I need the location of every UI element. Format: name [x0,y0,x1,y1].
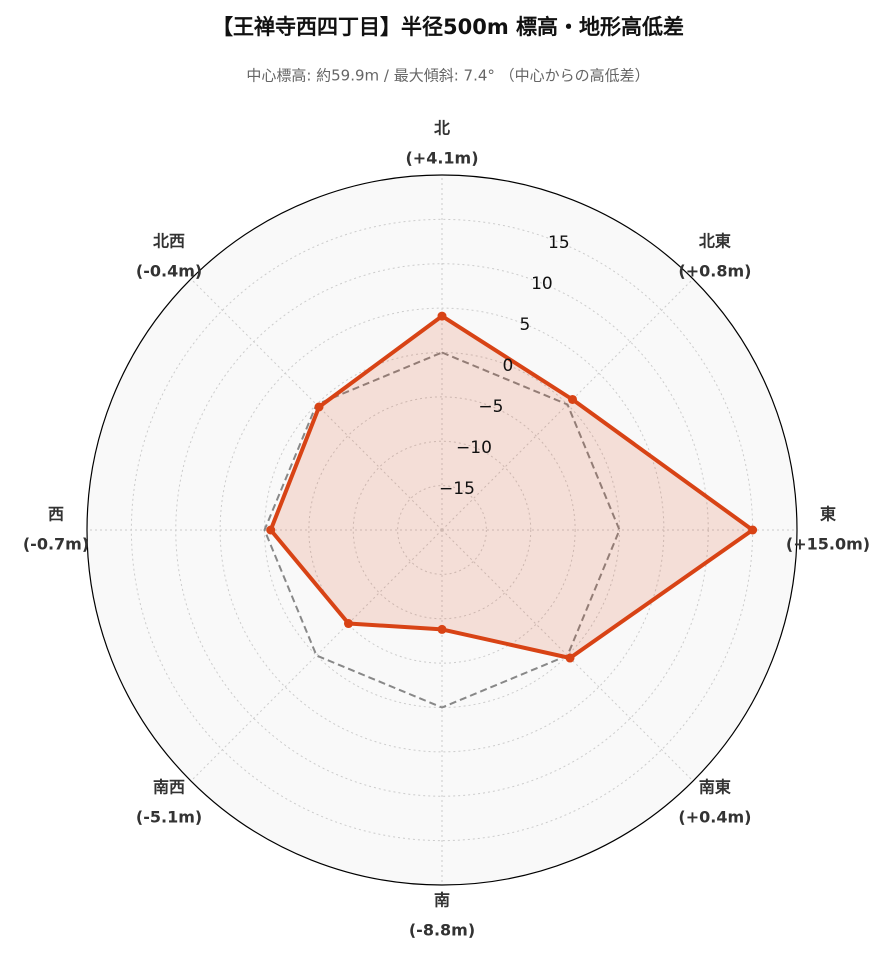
category-label: 南東 [699,777,731,796]
data-point [565,653,575,663]
category-label: 北西 [153,232,185,251]
radial-tick-label: −10 [456,438,492,458]
value-label: (-0.7m) [23,535,89,554]
radial-tick-label: 15 [548,233,570,253]
value-label: (+4.1m) [405,149,478,168]
value-label: (-8.8m) [409,921,475,940]
radial-tick-label: 10 [531,274,553,294]
grid-circle [308,396,576,664]
category-label: 西 [48,505,64,524]
data-point [266,525,276,535]
spoke [441,529,694,782]
data-point [568,394,578,404]
radial-tick-label: −15 [439,479,475,499]
chart-subtitle: 中心標高: 約59.9m / 最大傾斜: 7.4° （中心からの高低差） [246,67,649,85]
radial-tick-label: 0 [503,356,514,376]
data-point [437,311,447,321]
grid-circle [397,485,487,575]
data-point [748,525,758,535]
value-label: (-0.4m) [136,262,202,281]
data-point [437,624,447,634]
data-point [314,402,324,412]
category-label: 北東 [699,232,731,251]
radial-tick-label: 5 [519,315,530,335]
value-label: (-5.1m) [136,807,202,826]
value-label: (+0.8m) [678,262,751,281]
radial-tick-label: −5 [478,397,503,417]
spoke [190,529,443,782]
chart-title: 【王禅寺西四丁目】半径500m 標高・地形高低差 [212,15,684,39]
spoke [441,278,694,531]
category-label: 東 [820,505,836,524]
category-label: 南西 [153,777,185,796]
data-point [343,619,353,629]
category-label: 北 [434,119,450,138]
value-label: (+0.4m) [678,807,751,826]
reference-line [263,351,621,709]
outer-circle [86,174,798,886]
spoke [190,278,443,531]
grid-circle [352,440,532,620]
value-label: (+15.0m) [786,535,870,554]
category-label: 南 [434,891,450,910]
